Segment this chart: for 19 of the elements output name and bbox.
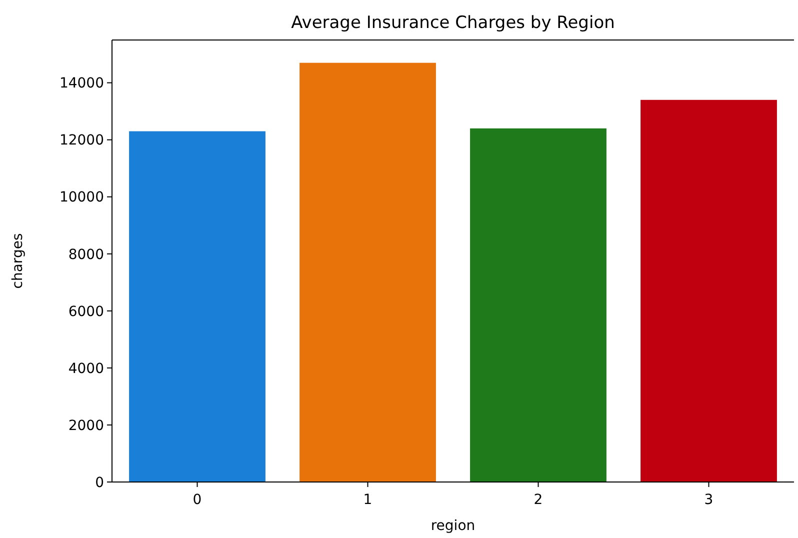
bar <box>640 100 777 482</box>
x-tick-label: 1 <box>363 492 372 508</box>
y-tick-label: 14000 <box>59 76 104 92</box>
y-axis-title: charges <box>10 233 26 289</box>
chart-title: Average Insurance Charges by Region <box>291 13 615 33</box>
bar <box>470 128 606 482</box>
x-tick-label: 2 <box>534 492 543 508</box>
y-tick-label: 6000 <box>68 304 104 320</box>
bar <box>129 131 266 482</box>
y-tick-label: 10000 <box>59 190 104 206</box>
y-tick-label: 12000 <box>59 132 104 149</box>
x-axis-title: region <box>430 518 476 534</box>
x-tick-label: 0 <box>192 492 202 508</box>
bar <box>300 62 436 482</box>
x-tick-label: 3 <box>704 492 714 508</box>
y-tick-label: 4000 <box>68 360 104 377</box>
y-tick-label: 8000 <box>68 246 104 263</box>
y-tick-label: 0 <box>95 474 104 491</box>
y-tick-label: 2000 <box>68 418 104 434</box>
